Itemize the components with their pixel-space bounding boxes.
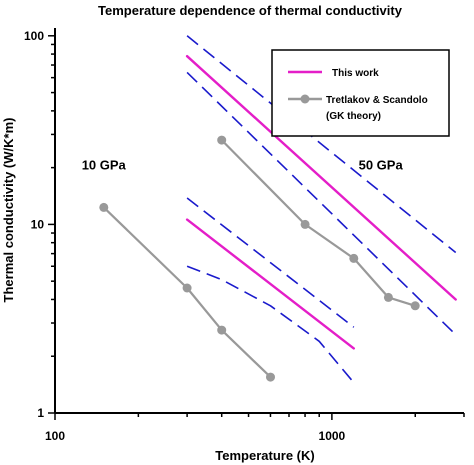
series-tretlakov-scandolo-10-gpa-6-point-1 <box>182 283 192 293</box>
series-uncertainty-bound-10-gpa-1-line <box>186 265 355 384</box>
x-tick-label-1000: 1000 <box>319 429 346 443</box>
series-this-work-10-gpa-0-line <box>185 218 355 350</box>
series-tretlakov-scandolo-50-gpa-7-point-2 <box>349 253 359 263</box>
legend-sublabel-gk-theory: (GK theory) <box>326 111 381 122</box>
chart-title: Temperature dependence of thermal conduc… <box>98 3 403 18</box>
series-tretlakov-scandolo-10-gpa-6-line <box>102 206 272 379</box>
series-uncertainty-bound-10-gpa-2-line <box>186 197 355 328</box>
y-tick-label-1: 1 <box>37 406 44 420</box>
annotation-50-gpa: 50 GPa <box>359 157 404 172</box>
legend-box <box>271 49 450 137</box>
series-tretlakov-scandolo-50-gpa-7-point-1 <box>300 219 310 229</box>
y-tick-label-10: 10 <box>31 217 45 231</box>
legend-marker-gk-theory <box>300 94 310 104</box>
x-tick-label-100: 100 <box>45 429 65 443</box>
series-tretlakov-scandolo-10-gpa-6-point-0 <box>99 202 109 212</box>
y-axis-label: Thermal conductivity (W/K*m) <box>1 118 16 303</box>
tick-layer: 100 1000 1 10 100 <box>24 29 465 443</box>
series-uncertainty-bound-50-gpa-4-line <box>186 35 457 254</box>
legend: This work Tretlakov & Scandolo (GK theor… <box>271 49 450 137</box>
series-tretlakov-scandolo-50-gpa-7-point-4 <box>410 301 420 311</box>
series-tretlakov-scandolo-10-gpa-6-point-3 <box>266 372 275 382</box>
series-layer <box>99 35 457 384</box>
series-tretlakov-scandolo-50-gpa-7-point-3 <box>383 292 393 302</box>
series-this-work-50-gpa-3-line <box>185 55 457 301</box>
series-tretlakov-scandolo-10-gpa-6-point-2 <box>217 325 227 335</box>
x-axis-label: Temperature (K) <box>215 448 314 463</box>
series-tretlakov-scandolo-50-gpa-7-point-0 <box>217 135 227 145</box>
annotation-layer: 10 GPa 50 GPa <box>82 157 404 172</box>
y-tick-label-100: 100 <box>24 29 44 43</box>
legend-label-this-work: This work <box>332 68 379 79</box>
annotation-10-gpa: 10 GPa <box>82 157 127 172</box>
legend-label-gk-theory: Tretlakov & Scandolo <box>326 95 428 106</box>
